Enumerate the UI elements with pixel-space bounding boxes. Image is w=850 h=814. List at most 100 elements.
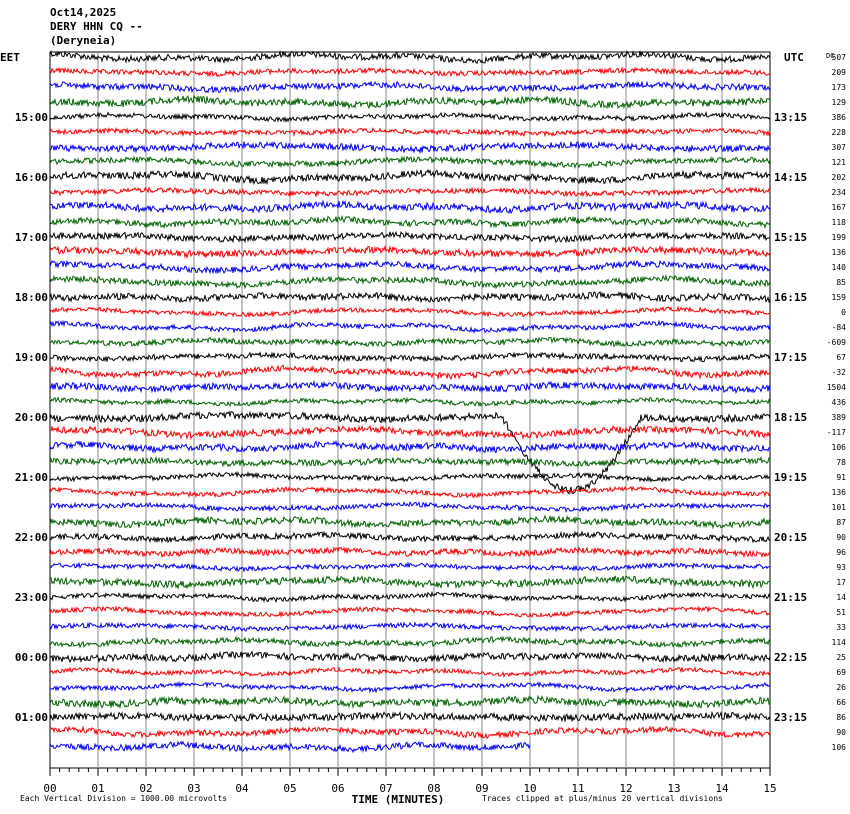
dc-offset-label: 93 bbox=[836, 563, 846, 572]
right-time-label: 18:15 bbox=[774, 411, 807, 424]
dc-offset-label: 136 bbox=[832, 248, 847, 257]
right-time-label: 23:15 bbox=[774, 711, 807, 724]
x-tick-label: 10 bbox=[523, 782, 536, 795]
x-tick-label: 08 bbox=[427, 782, 440, 795]
seismic-trace bbox=[50, 186, 771, 198]
seismic-trace bbox=[49, 605, 771, 619]
dc-offset-label: 129 bbox=[832, 98, 847, 107]
seismic-trace bbox=[49, 621, 771, 633]
dc-offset-label: -84 bbox=[832, 323, 847, 332]
seismic-trace bbox=[49, 575, 771, 590]
seismic-trace bbox=[49, 440, 771, 454]
dc-offset-label: 114 bbox=[832, 638, 847, 647]
x-tick-label: 04 bbox=[235, 782, 249, 795]
dc-offset-label: 106 bbox=[832, 443, 847, 452]
dc-offset-label: 159 bbox=[832, 293, 847, 302]
left-time-label: 17:00 bbox=[15, 231, 48, 244]
dc-offset-label: -117 bbox=[827, 428, 846, 437]
seismic-trace bbox=[49, 561, 771, 573]
x-tick-label: 02 bbox=[139, 782, 152, 795]
dc-offset-label: 167 bbox=[832, 203, 847, 212]
x-tick-label: 03 bbox=[187, 782, 200, 795]
seismic-trace bbox=[49, 305, 771, 319]
seismic-trace bbox=[49, 80, 771, 94]
seismic-trace bbox=[49, 94, 771, 110]
dc-offset-label: 1504 bbox=[827, 383, 846, 392]
dc-offset-label: 136 bbox=[832, 488, 847, 497]
left-time-label: 21:00 bbox=[15, 471, 48, 484]
dc-offset-label: 209 bbox=[832, 68, 847, 77]
left-time-label: 00:00 bbox=[15, 651, 48, 664]
seismic-trace bbox=[49, 364, 771, 381]
left-time-label: 01:00 bbox=[15, 711, 48, 724]
seismic-trace bbox=[49, 259, 771, 275]
seismic-trace bbox=[49, 635, 771, 649]
dc-offset-label: 14 bbox=[836, 593, 846, 602]
seismic-trace bbox=[49, 351, 771, 363]
dc-label: DC bbox=[826, 52, 834, 60]
dc-offset-label: -32 bbox=[832, 368, 847, 377]
seismic-trace bbox=[49, 244, 771, 259]
dc-offset-label: 202 bbox=[832, 173, 847, 182]
right-time-label: 21:15 bbox=[774, 591, 807, 604]
seismic-trace bbox=[49, 590, 771, 604]
dc-offset-label: 234 bbox=[832, 188, 847, 197]
dc-offset-label: 17 bbox=[836, 578, 846, 587]
seismic-trace bbox=[49, 230, 771, 244]
dc-offset-label: 87 bbox=[836, 518, 846, 527]
seismic-trace bbox=[49, 514, 771, 530]
dc-offset-label: 33 bbox=[836, 623, 846, 632]
station-label: DERY HHN CQ -- bbox=[50, 20, 143, 33]
right-time-label: 16:15 bbox=[774, 291, 807, 304]
seismic-trace bbox=[49, 710, 771, 723]
left-time-label: 20:00 bbox=[15, 411, 48, 424]
right-axis-title: UTC bbox=[784, 51, 804, 64]
right-time-label: 14:15 bbox=[774, 171, 807, 184]
dc-offset-label: 101 bbox=[832, 503, 847, 512]
right-time-label: 22:15 bbox=[774, 651, 807, 664]
dc-offset-label: 386 bbox=[832, 113, 847, 122]
dc-offset-label: 307 bbox=[832, 143, 847, 152]
plot-frame bbox=[49, 51, 771, 769]
dc-offset-label: 90 bbox=[836, 533, 846, 542]
dc-offset-label: 199 bbox=[832, 233, 847, 242]
dc-offset-label: 25 bbox=[836, 653, 846, 662]
date-label: Oct14,2025 bbox=[50, 6, 117, 19]
dc-offset-label: 173 bbox=[832, 83, 847, 92]
dc-offset-label: 51 bbox=[836, 608, 846, 617]
x-tick-label: 01 bbox=[91, 782, 104, 795]
seismic-trace bbox=[49, 546, 771, 559]
footer-scale-note: Each Vertical Division = 1000.00 microvo… bbox=[20, 794, 228, 803]
x-tick-label: 14 bbox=[715, 782, 729, 795]
seismic-trace bbox=[49, 666, 771, 679]
left-time-label: 16:00 bbox=[15, 171, 48, 184]
left-time-label: 19:00 bbox=[15, 351, 48, 364]
dc-offset-label: -609 bbox=[827, 338, 846, 347]
x-axis-title: TIME (MINUTES) bbox=[352, 793, 445, 806]
right-time-label: 17:15 bbox=[774, 351, 807, 364]
left-time-label: 23:00 bbox=[15, 591, 48, 604]
footer-clip-note: Traces clipped at plus/minus 20 vertical… bbox=[482, 794, 723, 803]
seismic-trace bbox=[49, 500, 771, 514]
dc-offset-label: 91 bbox=[836, 473, 846, 482]
left-time-label: 22:00 bbox=[15, 531, 48, 544]
seismic-trace bbox=[49, 380, 771, 395]
seismic-trace bbox=[49, 49, 771, 65]
dc-offset-label: 507 bbox=[832, 53, 847, 62]
seismic-trace bbox=[49, 424, 771, 440]
location-label: (Deryneia) bbox=[50, 34, 117, 47]
seismic-trace bbox=[49, 214, 771, 230]
dc-offset-label: 0 bbox=[841, 308, 846, 317]
dc-offset-label: 85 bbox=[836, 278, 846, 287]
dc-offset-label: 90 bbox=[836, 728, 846, 737]
seismic-trace bbox=[49, 110, 771, 124]
seismic-trace bbox=[49, 410, 771, 495]
x-tick-label: 00 bbox=[43, 782, 56, 795]
x-tick-label: 09 bbox=[475, 782, 488, 795]
seismic-trace bbox=[49, 66, 771, 78]
dc-offset-label: 106 bbox=[832, 743, 847, 752]
dc-offset-label: 26 bbox=[836, 683, 846, 692]
seismic-trace bbox=[49, 471, 771, 483]
seismic-trace bbox=[49, 319, 771, 334]
